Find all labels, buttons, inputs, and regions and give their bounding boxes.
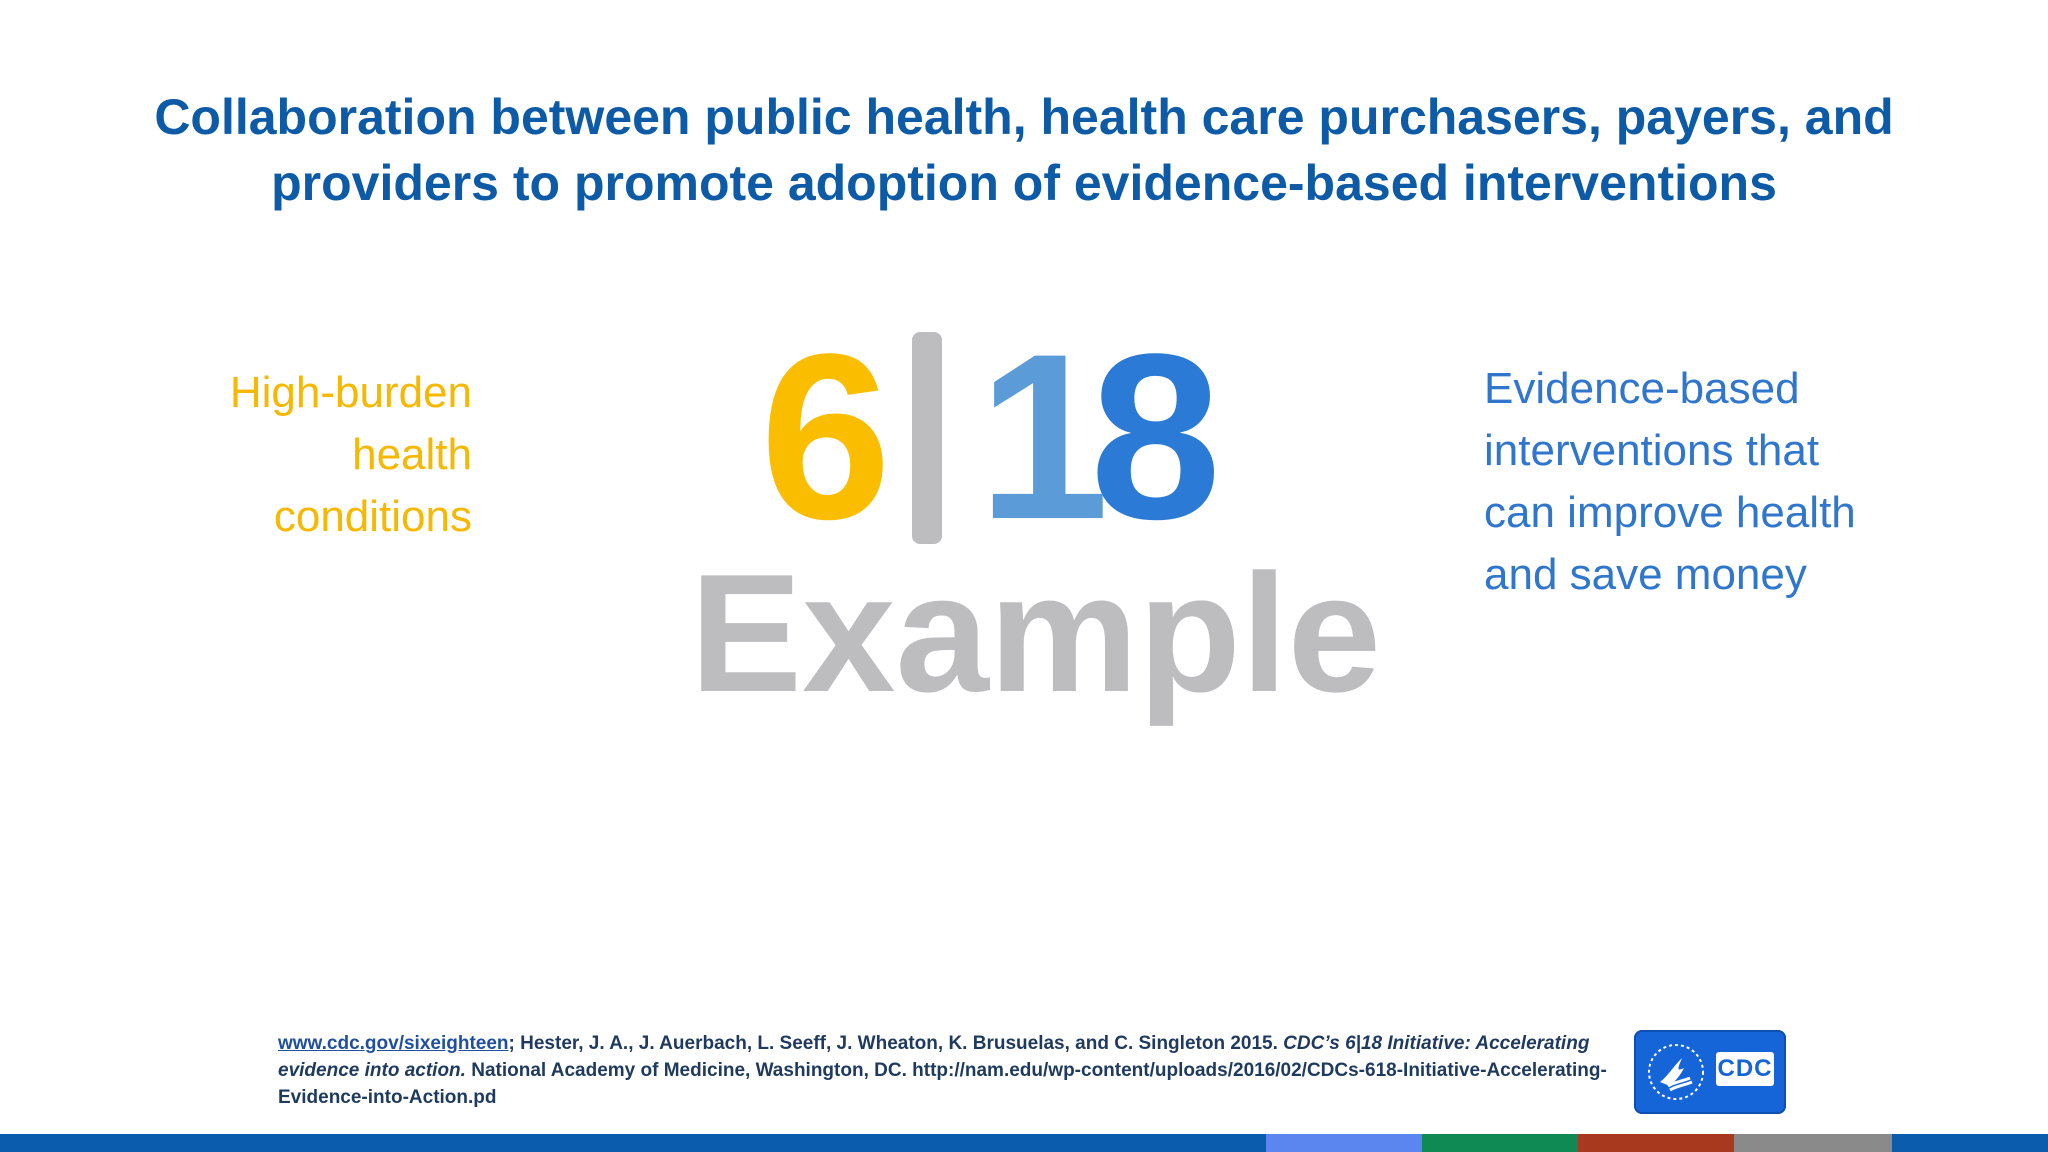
title-line-2: providers to promote adoption of evidenc… xyxy=(271,155,1777,211)
footer-segment-1 xyxy=(0,1134,1266,1152)
left-label-line-3: conditions xyxy=(273,492,472,541)
logo-digit-six: 6 xyxy=(760,305,892,569)
citation: www.cdc.gov/sixeighteen; Hester, J. A., … xyxy=(278,1030,1608,1111)
cdc-logo-text: CDC xyxy=(1717,1055,1773,1082)
citation-publisher: National Academy of Medicine, Washington… xyxy=(278,1060,1607,1108)
footer-segment-3 xyxy=(1422,1134,1578,1152)
right-label-line-2: interventions that xyxy=(1484,426,1820,475)
hhs-eagle-icon xyxy=(1648,1044,1704,1100)
logo-digit-one: 1 xyxy=(978,305,1110,569)
cdc-sixeighteen-link[interactable]: www.cdc.gov/sixeighteen xyxy=(278,1033,509,1054)
high-burden-label: High-burden health conditions xyxy=(150,362,472,548)
logo-divider-bar xyxy=(912,332,942,544)
right-label-line-1: Evidence-based xyxy=(1484,364,1800,413)
footer-color-bar xyxy=(0,1134,2048,1152)
logo-digit-eight: 8 xyxy=(1090,305,1222,569)
citation-title: CDC’s 6|18 Initiative: Accelerating evid… xyxy=(278,1033,1590,1081)
footer-segment-5 xyxy=(1734,1134,1892,1152)
cdc-logo: CDC xyxy=(1634,1030,1786,1114)
example-label: Example xyxy=(690,539,1382,727)
footer-segment-6 xyxy=(1892,1134,2048,1152)
left-label-line-2: health xyxy=(352,430,472,479)
evidence-based-label: Evidence-based interventions that can im… xyxy=(1484,358,1924,606)
title-line-1: Collaboration between public health, hea… xyxy=(154,89,1894,145)
cdc-text-box xyxy=(1716,1052,1774,1086)
citation-authors: ; Hester, J. A., J. Auerbach, L. Seeff, … xyxy=(508,1033,1284,1054)
right-label-line-3: can improve health xyxy=(1484,488,1856,537)
right-label-line-4: and save money xyxy=(1484,550,1807,599)
left-label-line-1: High-burden xyxy=(229,368,472,417)
footer-segment-4 xyxy=(1578,1134,1734,1152)
footer-segment-2 xyxy=(1266,1134,1422,1152)
slide-title: Collaboration between public health, hea… xyxy=(0,84,2048,216)
